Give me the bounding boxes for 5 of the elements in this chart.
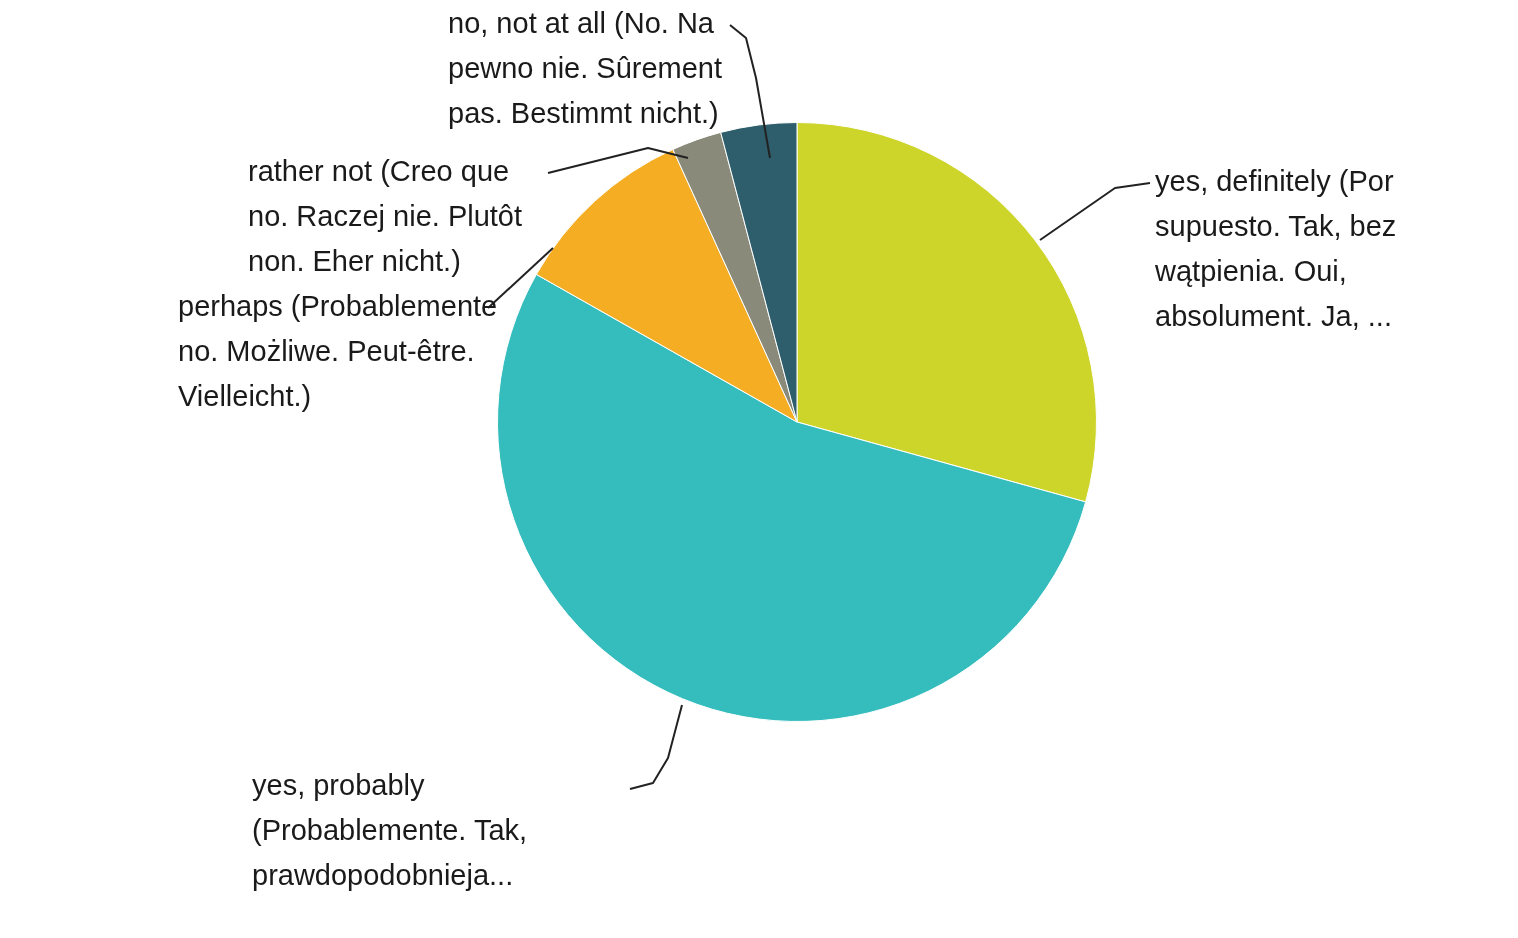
slice-label: rather not (Creo que no. Raczej nie. Plutôt non. Eher nicht.) bbox=[248, 155, 523, 277]
slice-label: no, not at all (No. Na pewno nie. Sûrement pas. Bestimmt nicht.) bbox=[448, 7, 723, 129]
slice-label: yes, probably (Probablemente. Tak, prawdopodobnieja... bbox=[252, 769, 528, 891]
slice-label: yes, definitely (Por supuesto. Tak, bez wątpienia. Oui, absolument. Ja, ... bbox=[1154, 165, 1397, 332]
slice-label: perhaps (Probablemente no. Możliwe. Peut-être. Vielleicht.) bbox=[178, 290, 498, 412]
